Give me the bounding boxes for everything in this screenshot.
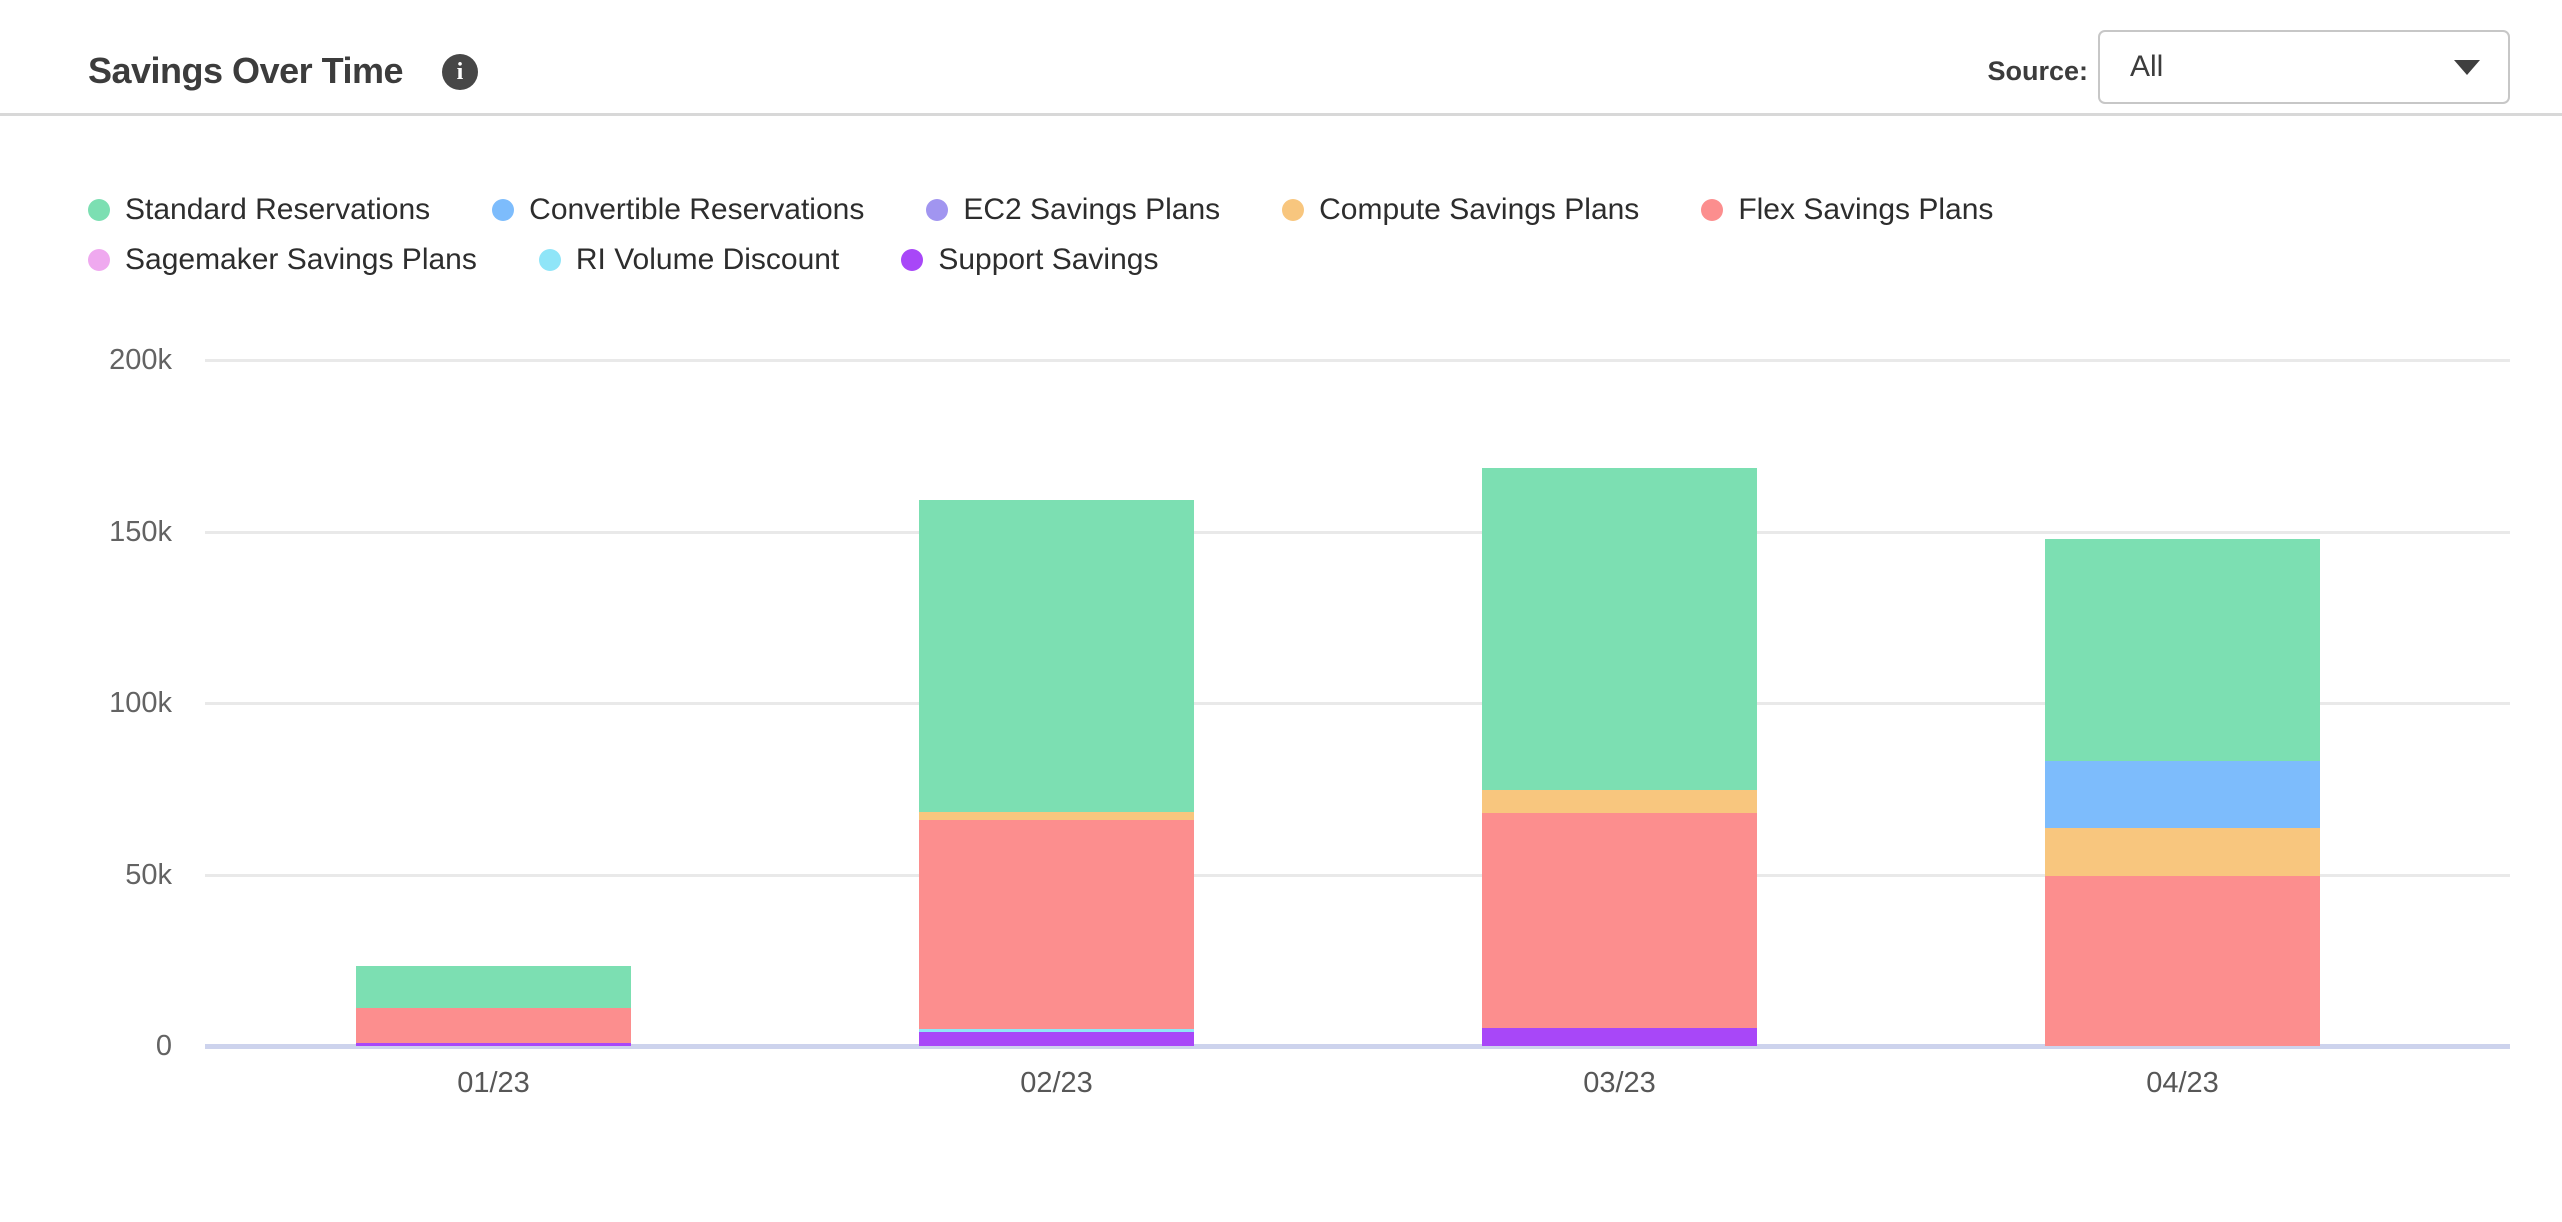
legend-dot: [492, 199, 515, 221]
x-axis-line: [205, 1044, 2510, 1049]
bar-segment-flex-savings-plans-04-23[interactable]: [2045, 875, 2320, 1046]
bar-segment-standard-reservations-04-23[interactable]: [2045, 538, 2320, 761]
y-tick-label-0: 0: [155, 1030, 172, 1062]
legend-dot: [1701, 199, 1724, 221]
x-tick-label-03-23: 03/23: [1583, 1067, 1656, 1099]
gridline-150k: [205, 530, 2510, 534]
legend-dot: [1282, 199, 1305, 221]
y-tick-label-50k: 50k: [125, 858, 172, 891]
legend-dot: [88, 249, 110, 271]
chevron-down-icon: [2454, 60, 2480, 75]
x-tick-label-04-23: 04/23: [2146, 1067, 2219, 1099]
y-tick-label-200k: 200k: [109, 344, 172, 376]
legend-label: Standard Reservations: [125, 193, 431, 226]
legend-item-ri-volume-discount[interactable]: RI Volume Discount: [538, 243, 840, 276]
legend-label: EC2 Savings Plans: [963, 193, 1221, 226]
legend-item-sagemaker-savings-plans[interactable]: Sagemaker Savings Plans: [88, 243, 477, 276]
legend-label: Support Savings: [938, 243, 1159, 276]
bar-segment-support-savings-01-23[interactable]: [356, 1042, 631, 1046]
page-title: Savings Over Time: [88, 50, 404, 91]
legend-item-ec2-savings-plans[interactable]: EC2 Savings Plans: [926, 193, 1221, 226]
bar-segment-standard-reservations-02-23[interactable]: [919, 499, 1194, 813]
bar-segment-standard-reservations-03-23[interactable]: [1482, 468, 1757, 791]
gridline-50k: [205, 873, 2510, 877]
y-tick-label-150k: 150k: [109, 515, 172, 548]
bar-segment-compute-savings-plans-02-23[interactable]: [919, 812, 1194, 820]
legend-dot: [538, 249, 561, 271]
bar-segment-compute-savings-plans-04-23[interactable]: [2045, 828, 2320, 876]
header-divider: [0, 113, 2562, 116]
legend-item-compute-savings-plans[interactable]: Compute Savings Plans: [1282, 193, 1640, 226]
bar-segment-ri-volume-discount-02-23[interactable]: [919, 1028, 1194, 1033]
legend-item-standard-reservations[interactable]: Standard Reservations: [88, 193, 431, 226]
legend-label: Convertible Reservations: [529, 193, 865, 226]
legend-label: Compute Savings Plans: [1319, 193, 1640, 226]
bar-segment-support-savings-03-23[interactable]: [1482, 1028, 1757, 1046]
x-tick-label-01-23: 01/23: [457, 1067, 530, 1099]
legend-label: Sagemaker Savings Plans: [125, 243, 477, 276]
legend-label: Flex Savings Plans: [1738, 193, 1994, 226]
chart-legend: Standard Reservations Convertible Reserva…: [88, 193, 2258, 276]
x-tick-label-02-23: 02/23: [1020, 1067, 1093, 1099]
bar-segment-flex-savings-plans-02-23[interactable]: [919, 819, 1194, 1029]
legend-item-support-savings[interactable]: Support Savings: [901, 243, 1159, 276]
bar-segment-support-savings-02-23[interactable]: [919, 1032, 1194, 1046]
gridline-100k: [205, 702, 2510, 705]
legend-dot: [926, 199, 949, 221]
bar-segment-standard-reservations-01-23[interactable]: [356, 965, 631, 1009]
bar-segment-convertible-reservations-04-23[interactable]: [2045, 760, 2320, 829]
legend-item-flex-savings-plans[interactable]: Flex Savings Plans: [1701, 193, 1994, 226]
source-dropdown[interactable]: All: [2098, 30, 2510, 104]
legend-dot: [88, 199, 110, 221]
chart-header: Savings Over Time i Source: All: [0, 0, 2562, 114]
bar-segment-flex-savings-plans-01-23[interactable]: [356, 1008, 631, 1043]
legend-item-convertible-reservations[interactable]: Convertible Reservations: [492, 193, 865, 226]
bar-segment-flex-savings-plans-03-23[interactable]: [1482, 813, 1757, 1029]
source-selected-value: All: [2130, 50, 2164, 83]
y-tick-label-100k: 100k: [109, 687, 172, 719]
legend-dot: [901, 249, 924, 271]
source-label: Source:: [1987, 56, 2088, 86]
bar-segment-compute-savings-plans-03-23[interactable]: [1482, 790, 1757, 814]
info-icon-glyph: i: [456, 58, 464, 85]
info-icon[interactable]: i: [442, 54, 478, 90]
gridline-200k: [205, 359, 2510, 362]
legend-label: RI Volume Discount: [575, 243, 840, 276]
